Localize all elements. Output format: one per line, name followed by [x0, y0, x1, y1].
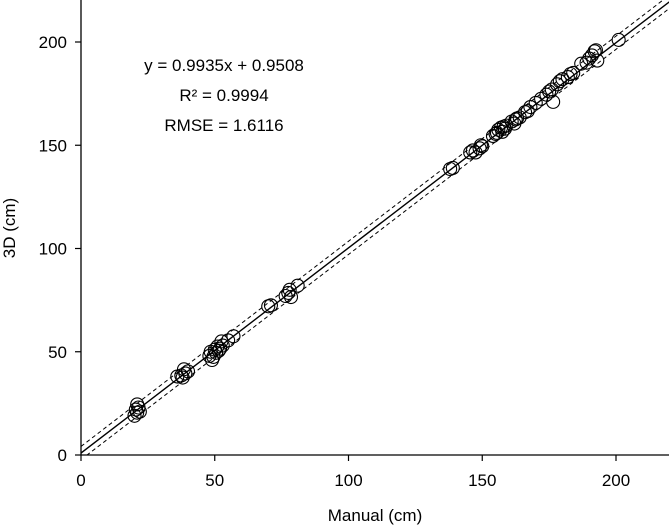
data-point [587, 44, 602, 59]
x-tick-label: 0 [76, 471, 85, 490]
data-point [445, 160, 460, 176]
data-point [221, 333, 236, 348]
regression-lines [81, 0, 669, 455]
data-point [473, 138, 488, 153]
data-point [560, 70, 575, 85]
data-point [132, 404, 147, 419]
regression-equation: y = 0.9935x + 0.9508 [144, 56, 304, 75]
data-point [588, 43, 603, 58]
data-point [465, 143, 480, 158]
x-axis-title: Manual (cm) [328, 506, 422, 525]
y-tick-label: 50 [48, 343, 67, 362]
y-tick-label: 100 [39, 240, 67, 259]
data-point [584, 48, 599, 63]
rmse-label: RMSE = 1.6116 [164, 116, 283, 135]
x-tick-label: 200 [602, 471, 630, 490]
data-point [283, 289, 299, 305]
data-point [175, 370, 190, 385]
data-point [215, 338, 230, 353]
data-point [520, 104, 535, 119]
axes [80, 0, 669, 456]
data-point [263, 298, 278, 313]
data-point [290, 278, 305, 293]
data-point [590, 53, 605, 68]
regression-line [81, 1, 669, 454]
upper-band-line [81, 0, 664, 447]
data-point [528, 95, 543, 110]
data-point [178, 366, 193, 381]
data-point [542, 84, 557, 99]
y-tick-label: 0 [58, 446, 67, 465]
x-tick-label: 150 [468, 471, 496, 490]
data-point [611, 32, 626, 47]
data-point [579, 55, 594, 70]
data-point [574, 56, 589, 71]
data-point [546, 94, 561, 109]
data-point [552, 74, 567, 89]
axis-ticks: 0 50 100 150 200 0 50 100 150 200 [39, 33, 631, 490]
data-point [127, 408, 142, 423]
data-point [544, 82, 559, 97]
data-point [463, 145, 478, 160]
data-point [213, 341, 228, 356]
y-tick-label: 150 [39, 136, 67, 155]
lower-band-line [86, 8, 669, 455]
y-tick-label: 200 [39, 33, 67, 52]
data-point [211, 343, 226, 358]
y-axis-title: 3D (cm) [0, 198, 19, 258]
x-tick-label: 100 [334, 471, 362, 490]
data-point [282, 282, 297, 297]
data-point [475, 139, 490, 154]
data-points [127, 32, 626, 423]
data-point [130, 397, 145, 412]
data-point [523, 99, 538, 115]
data-point [226, 329, 241, 344]
data-point [550, 77, 565, 92]
r-squared-label: R² = 0.9994 [179, 86, 268, 105]
x-tick-label: 50 [205, 471, 224, 490]
data-point [566, 65, 581, 81]
